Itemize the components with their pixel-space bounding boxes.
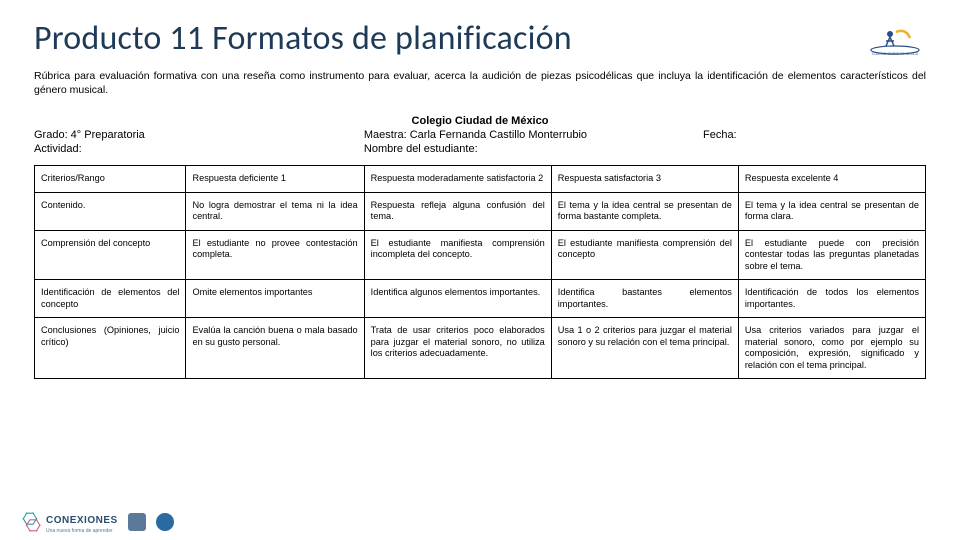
cell-criteria: Identificación de elementos del concepto	[35, 280, 186, 318]
cell: Respuesta refleja alguna confusión del t…	[364, 192, 551, 230]
activity-label: Actividad:	[34, 143, 302, 155]
teacher-label: Maestra: Carla Fernanda Castillo Monterr…	[324, 129, 681, 141]
hex-icon	[20, 511, 42, 533]
table-row: Conclusiones (Opiniones, juicio crítico)…	[35, 318, 926, 379]
rubric-description: Rúbrica para evaluación formativa con un…	[34, 69, 926, 97]
cell-criteria: Comprensión del concepto	[35, 230, 186, 280]
cell: El estudiante puede con precisión contes…	[738, 230, 925, 280]
cell: Identifica bastantes elementos important…	[551, 280, 738, 318]
rubric-table: Criterios/Rango Respuesta deficiente 1 R…	[34, 165, 926, 379]
cell: El tema y la idea central se presentan d…	[738, 192, 925, 230]
footer-brand: CONEXIONES	[46, 515, 118, 526]
partner-logo-2	[156, 513, 174, 531]
footer-tagline: Una nueva forma de aprender	[46, 528, 118, 534]
cell: El tema y la idea central se presentan d…	[551, 192, 738, 230]
conexiones-logo: CONEXIONES Una nueva forma de aprender	[20, 510, 118, 534]
date-label: Fecha:	[703, 129, 926, 141]
grade-label: Grado: 4° Preparatoria	[34, 129, 302, 141]
cell: El estudiante no provee contestación com…	[186, 230, 364, 280]
table-row: Identificación de elementos del concepto…	[35, 280, 926, 318]
meta-block: Colegio Ciudad de México Grado: 4° Prepa…	[34, 115, 926, 155]
cell: Evalúa la canción buena o mala basado en…	[186, 318, 364, 379]
header-c3: Respuesta satisfactoria 3	[551, 166, 738, 193]
cell: Usa 1 o 2 criterios para juzgar el mater…	[551, 318, 738, 379]
cell: Omite elementos importantes	[186, 280, 364, 318]
cell: No logra demostrar el tema ni la idea ce…	[186, 192, 364, 230]
header-c4: Respuesta excelente 4	[738, 166, 925, 193]
cell: El estudiante manifiesta comprensión inc…	[364, 230, 551, 280]
cell-criteria: Conclusiones (Opiniones, juicio crítico)	[35, 318, 186, 379]
header-c2: Respuesta moderadamente satisfactoria 2	[364, 166, 551, 193]
svg-text:COLEGIO CIUDAD DE MEXICO: COLEGIO CIUDAD DE MEXICO	[872, 52, 919, 56]
cell-criteria: Contenido.	[35, 192, 186, 230]
partner-logo-1	[128, 513, 146, 531]
table-row: Contenido. No logra demostrar el tema ni…	[35, 192, 926, 230]
table-row: Comprensión del concepto El estudiante n…	[35, 230, 926, 280]
cell: El estudiante manifiesta comprensión del…	[551, 230, 738, 280]
cell: Trata de usar criterios poco elaborados …	[364, 318, 551, 379]
header-criteria: Criterios/Rango	[35, 166, 186, 193]
page-title: Producto 11 Formatos de planificación	[34, 18, 926, 59]
cell: Identificación de todos los elementos im…	[738, 280, 925, 318]
school-logo: COLEGIO CIUDAD DE MEXICO	[866, 20, 924, 56]
table-row: Criterios/Rango Respuesta deficiente 1 R…	[35, 166, 926, 193]
cell: Usa criterios variados para juzgar el ma…	[738, 318, 925, 379]
school-name: Colegio Ciudad de México	[34, 115, 926, 127]
header-c1: Respuesta deficiente 1	[186, 166, 364, 193]
cell: Identifica algunos elementos importantes…	[364, 280, 551, 318]
student-label: Nombre del estudiante:	[324, 143, 681, 155]
footer-logos: CONEXIONES Una nueva forma de aprender	[0, 510, 174, 534]
